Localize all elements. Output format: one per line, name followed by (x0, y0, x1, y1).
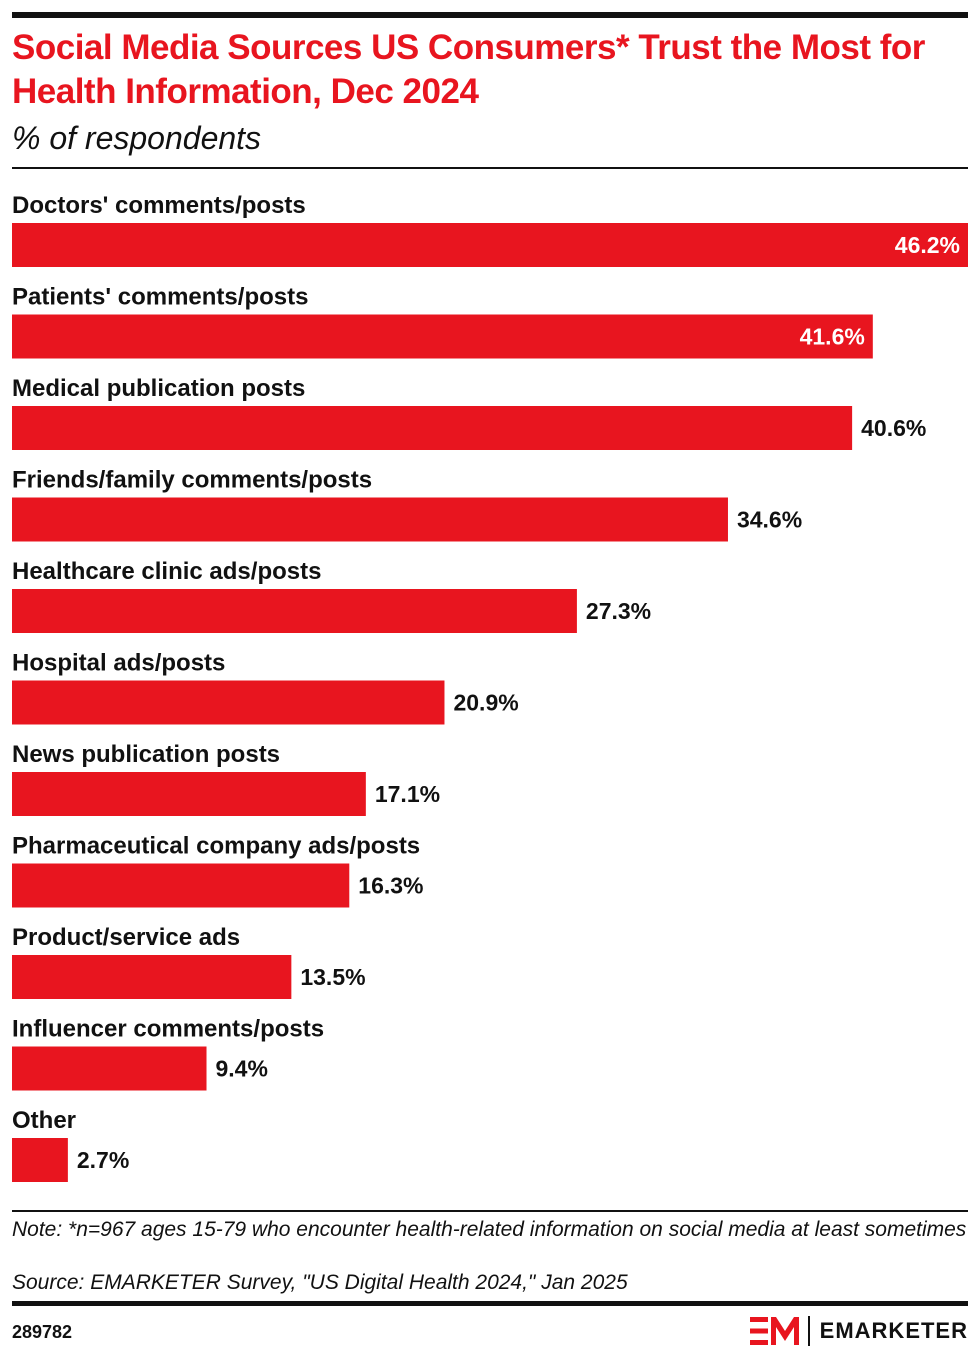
category-label: Other (12, 1107, 76, 1134)
category-label: Healthcare clinic ads/posts (12, 558, 321, 585)
value-label: 17.1% (375, 781, 440, 807)
bar (12, 955, 292, 999)
value-label: 9.4% (216, 1056, 268, 1082)
bar (12, 1046, 207, 1091)
value-label: 20.9% (453, 690, 518, 716)
emarketer-em-logo-icon (749, 1317, 799, 1345)
logo-divider (807, 1316, 810, 1346)
bar (12, 772, 366, 816)
value-label: 46.2% (895, 232, 960, 258)
bar-row: News publication posts 17.1% (12, 741, 440, 816)
brand-logo: EMARKETER (749, 1314, 968, 1348)
bar-row: Product/service ads 13.5% (12, 924, 366, 999)
brand-name: EMARKETER (819, 1318, 968, 1343)
footnote: Note: *n=967 ages 15-79 who encounter he… (12, 1218, 967, 1241)
bar (12, 863, 350, 908)
bar (12, 314, 873, 359)
bar-row: Patients' comments/posts 41.6% (12, 284, 873, 359)
bar-row: Friends/family comments/posts 34.6% (12, 467, 802, 542)
note-rule (12, 1210, 968, 1212)
chart-id: 289782 (12, 1322, 73, 1342)
category-label: Friends/family comments/posts (12, 467, 372, 494)
bar (12, 406, 853, 450)
value-label: 2.7% (77, 1147, 129, 1173)
source-line: Source: EMARKETER Survey, "US Digital He… (12, 1271, 628, 1294)
category-label: Product/service ads (12, 924, 240, 951)
bar (12, 1138, 68, 1182)
bar (12, 223, 968, 267)
bottom-rule (12, 1301, 968, 1306)
value-label: 40.6% (861, 415, 926, 441)
category-label: Pharmaceutical company ads/posts (12, 833, 420, 860)
bar-row: Medical publication posts 40.6% (12, 375, 926, 450)
bar-row: Doctors' comments/posts 46.2% (12, 192, 968, 267)
value-label: 13.5% (300, 964, 365, 990)
category-label: Medical publication posts (12, 375, 305, 402)
bar (12, 589, 577, 633)
bar-row: Hospital ads/posts 20.9% (12, 650, 519, 725)
top-rule (12, 12, 968, 18)
bar-row: Pharmaceutical company ads/posts 16.3% (12, 833, 424, 908)
value-label: 41.6% (800, 324, 865, 350)
bar-chart: Doctors' comments/posts 46.2% Patients' co… (12, 192, 968, 1182)
bar (12, 497, 728, 542)
bar-row: Influencer comments/posts 9.4% (12, 1016, 324, 1091)
category-label: Patients' comments/posts (12, 284, 308, 311)
chart-title: Social Media Sources US Consumers* Trust… (12, 28, 925, 111)
value-label: 34.6% (737, 507, 802, 533)
category-label: Influencer comments/posts (12, 1016, 324, 1043)
category-label: News publication posts (12, 741, 280, 768)
category-label: Doctors' comments/posts (12, 192, 306, 219)
bar-row: Healthcare clinic ads/posts 27.3% (12, 558, 651, 633)
bar (12, 680, 445, 725)
category-label: Hospital ads/posts (12, 650, 225, 677)
value-label: 16.3% (358, 873, 423, 899)
header-rule (12, 167, 968, 169)
chart-subtitle: % of respondents (12, 120, 262, 156)
value-label: 27.3% (586, 598, 651, 624)
